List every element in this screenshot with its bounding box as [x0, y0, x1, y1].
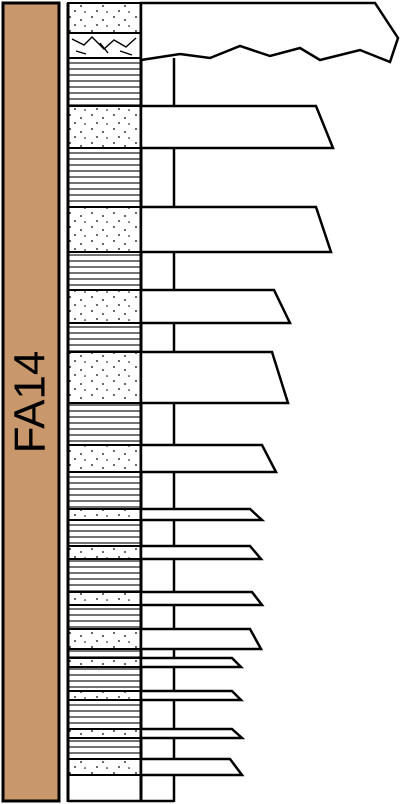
lithology-layer-lined	[67, 604, 142, 630]
lithology-layer-lined	[67, 737, 142, 760]
lithology-layer-dotted	[67, 444, 142, 473]
lithology-layer-lined	[67, 57, 142, 107]
bed-profile	[139, 590, 265, 607]
lithology-layer-lined	[67, 519, 142, 547]
bed-profile	[139, 544, 264, 561]
grain-size-profiles	[139, 1, 400, 777]
bed-profile	[139, 656, 245, 669]
bed-profile	[139, 205, 333, 254]
lithology-layer-lined	[67, 147, 142, 208]
bed-profile	[139, 757, 245, 777]
lithology-layer-dotted	[67, 758, 142, 776]
bed-profile	[139, 1, 400, 64]
bed-profile	[139, 727, 246, 740]
lithology-layer-lined	[67, 322, 142, 353]
lithology-layer-dotted	[67, 591, 142, 606]
bed-profile	[139, 627, 264, 651]
lithology-layer-dotted	[67, 206, 142, 253]
lithology-layer-dotted	[67, 657, 142, 668]
lithology-layer-dotted	[67, 508, 142, 521]
lithology-layer-dotted	[67, 545, 142, 560]
lithology-layer-lined	[67, 699, 142, 730]
lithology-layer-dotted	[67, 728, 142, 739]
bed-profile	[139, 288, 292, 325]
facies-bar	[1, 1, 61, 803]
lithology-layer-dotted	[67, 628, 142, 650]
lithology-layer-dotted	[67, 289, 142, 324]
lithology-layer-lined	[67, 558, 142, 593]
lithology-layer-dotted	[67, 105, 142, 149]
lithology-layer-dotted	[67, 2, 142, 34]
lithology-layer-lined	[67, 648, 142, 659]
lithology-layer-lined	[67, 251, 142, 291]
bed-profile	[139, 443, 279, 474]
lithology-layer-dotted	[67, 690, 142, 701]
lithology-layer-dotted	[67, 351, 142, 404]
bed-profile	[139, 507, 266, 522]
conglomerate-clasts	[71, 36, 137, 56]
lithology-layer-lined	[67, 402, 142, 446]
bed-profile	[139, 350, 290, 405]
lithology-layer-lined	[67, 471, 142, 510]
lithology-layer-lined	[67, 666, 142, 692]
bed-profile	[139, 689, 245, 702]
lithology-column	[67, 2, 142, 776]
bed-profile	[139, 104, 335, 150]
facies-label: FA14	[6, 351, 55, 454]
